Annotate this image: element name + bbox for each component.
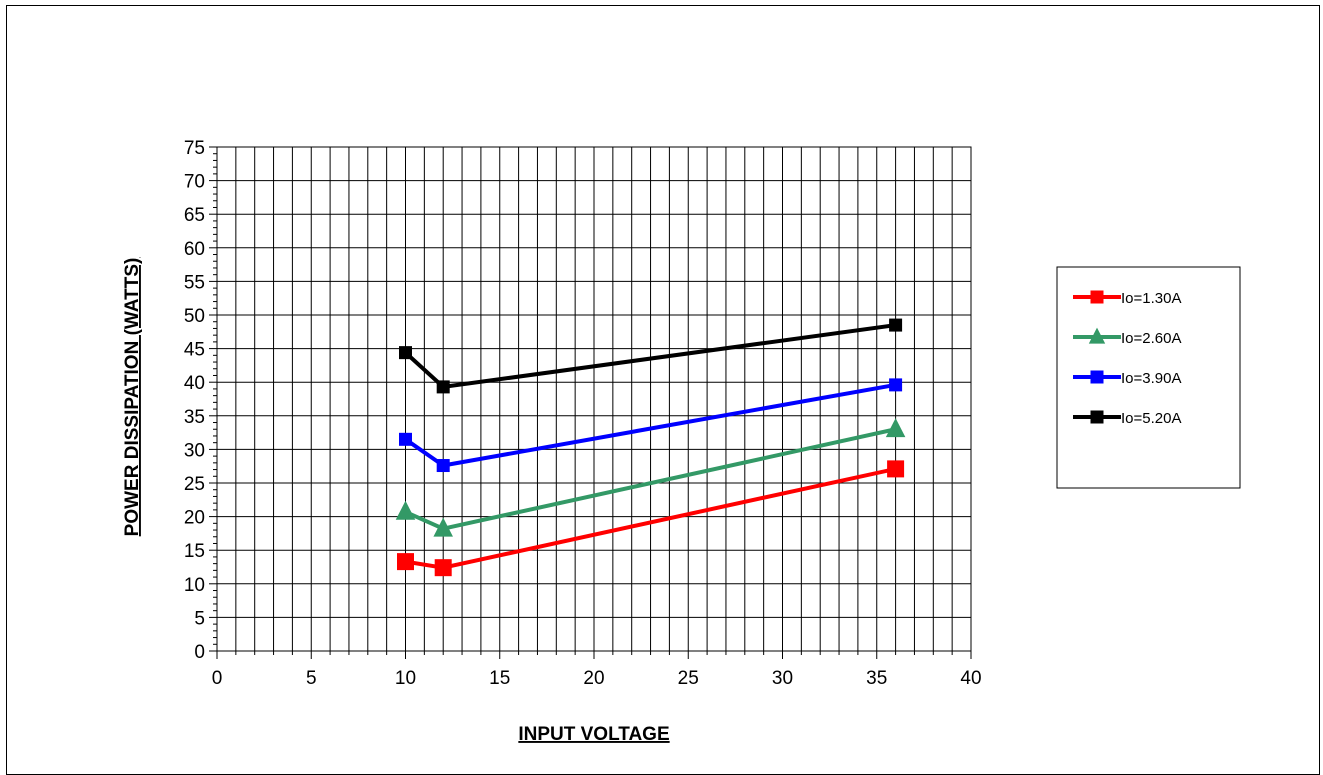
data-point	[436, 459, 450, 473]
x-axis-title: INPUT VOLTAGE	[518, 724, 669, 745]
legend-label: Io=5.20A	[1121, 410, 1181, 427]
legend-item: Io=5.20A	[1073, 410, 1181, 427]
legend-label: Io=1.30A	[1121, 290, 1181, 307]
legend-marker	[1088, 327, 1106, 344]
x-tick-label: 0	[212, 668, 223, 689]
data-point	[434, 559, 452, 577]
data-point	[433, 517, 453, 537]
series-4	[399, 318, 903, 394]
y-tick-label: 65	[184, 205, 205, 226]
series-1	[397, 460, 905, 577]
data-point	[395, 500, 416, 520]
x-tick-label: 35	[866, 668, 887, 689]
y-axis-title: POWER DISSIPATION (WATTS)	[122, 258, 143, 537]
x-tick-label: 30	[772, 668, 793, 689]
data-point	[889, 378, 903, 392]
data-point	[887, 460, 905, 478]
y-tick-label: 75	[184, 138, 205, 159]
legend-marker	[1090, 290, 1104, 304]
y-tick-label: 25	[184, 474, 205, 495]
data-point	[399, 346, 412, 360]
legend-label: Io=2.60A	[1121, 330, 1181, 347]
y-tick-label: 30	[184, 440, 205, 461]
legend-item: Io=1.30A	[1073, 290, 1181, 307]
x-tick-label: 25	[678, 668, 699, 689]
axis-ticks: 0 5 10 15 20 25 30 35 40 45 50 55 60 65 70 75 0 5 10 15 20 25…	[184, 138, 982, 689]
series-2	[395, 418, 906, 537]
y-tick-label: 5	[194, 608, 205, 629]
y-tick-label: 60	[184, 239, 205, 260]
y-tick-label: 15	[184, 541, 205, 562]
legend-label: Io=3.90A	[1121, 370, 1181, 387]
y-tick-label: 50	[184, 306, 205, 327]
x-tick-label: 10	[395, 668, 416, 689]
data-point	[399, 432, 412, 446]
x-tick-label: 40	[960, 668, 981, 689]
series-3	[399, 378, 903, 473]
legend-marker	[1090, 370, 1104, 384]
grid	[216, 146, 972, 652]
legend-item: Io=3.90A	[1073, 370, 1181, 387]
y-tick-label: 45	[184, 340, 205, 361]
x-tick-label: 5	[306, 668, 317, 689]
legend-item: Io=2.60A	[1073, 327, 1181, 347]
y-tick-label: 55	[184, 272, 205, 293]
series-group	[395, 318, 906, 577]
x-tick-label: 20	[583, 668, 604, 689]
data-point	[397, 553, 414, 571]
legend-marker	[1090, 410, 1104, 424]
x-tick-label: 15	[489, 668, 510, 689]
data-point	[885, 418, 906, 438]
y-tick-label: 10	[184, 575, 205, 596]
y-tick-label: 0	[194, 642, 205, 663]
y-tick-label: 35	[184, 407, 205, 428]
y-tick-label: 20	[184, 508, 205, 529]
data-point	[889, 318, 903, 332]
legend: Io=1.30A Io=2.60A Io=3.90A Io=5.20A	[1056, 266, 1241, 489]
y-tick-label: 40	[184, 373, 205, 394]
data-point	[436, 380, 450, 394]
y-tick-label: 70	[184, 172, 205, 193]
